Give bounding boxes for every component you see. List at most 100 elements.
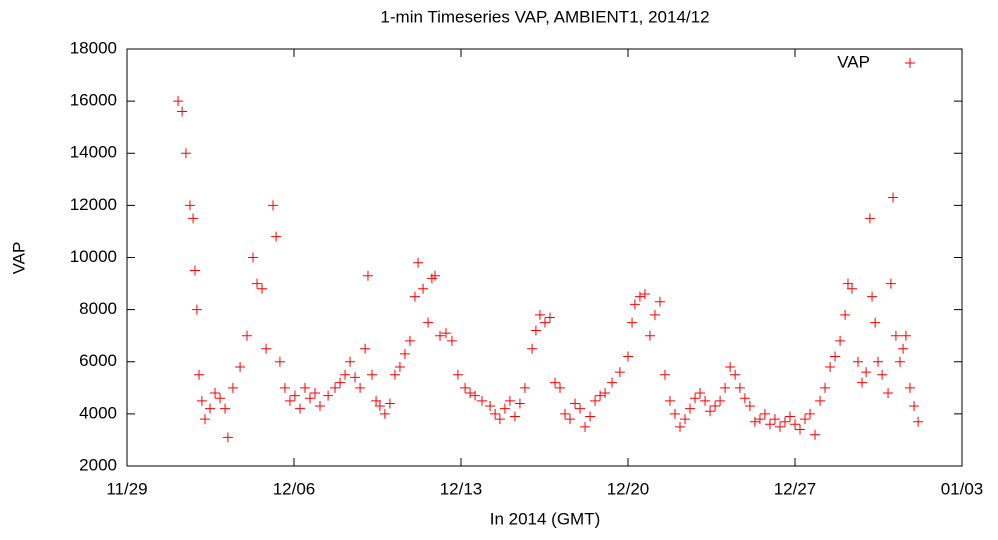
point — [544, 312, 555, 323]
point — [394, 361, 405, 372]
x-tick-label: 12/13 — [440, 479, 483, 498]
point — [867, 291, 878, 302]
point — [805, 408, 816, 419]
point — [852, 356, 863, 367]
point — [585, 411, 596, 422]
point — [323, 390, 334, 401]
point — [418, 283, 429, 294]
point — [220, 403, 231, 414]
point — [494, 414, 505, 425]
point — [565, 414, 576, 425]
point — [900, 330, 911, 341]
point — [527, 343, 538, 354]
point — [404, 335, 415, 346]
point — [384, 398, 395, 409]
point — [710, 401, 721, 412]
point — [268, 200, 279, 211]
point — [560, 408, 571, 419]
point — [340, 369, 351, 380]
point — [595, 390, 606, 401]
point — [247, 252, 258, 263]
point — [607, 377, 618, 388]
point — [499, 403, 510, 414]
y-axis-label: VAP — [9, 242, 28, 275]
point — [205, 403, 216, 414]
point — [774, 421, 785, 432]
point — [675, 421, 686, 432]
point — [534, 309, 545, 320]
point — [734, 382, 745, 393]
point — [890, 330, 901, 341]
point — [189, 265, 200, 276]
point — [861, 367, 872, 378]
point — [894, 356, 905, 367]
point — [715, 395, 726, 406]
point — [180, 148, 191, 159]
point — [345, 356, 356, 367]
point — [362, 270, 373, 281]
point — [885, 278, 896, 289]
point — [413, 257, 424, 268]
point — [409, 291, 420, 302]
point — [857, 377, 868, 388]
point — [590, 395, 601, 406]
point — [379, 408, 390, 419]
x-tick-label: 11/29 — [106, 479, 147, 498]
point — [435, 330, 446, 341]
point — [279, 382, 290, 393]
point — [870, 317, 881, 328]
point — [649, 309, 660, 320]
point — [759, 408, 770, 419]
point — [215, 393, 226, 404]
point — [627, 317, 638, 328]
point — [815, 395, 826, 406]
point — [371, 395, 382, 406]
point — [842, 278, 853, 289]
point — [570, 398, 581, 409]
legend-label: VAP — [837, 52, 870, 71]
point — [476, 395, 487, 406]
point — [825, 361, 836, 372]
point — [210, 388, 221, 399]
x-tick-label: 12/27 — [774, 479, 817, 498]
point — [191, 304, 202, 315]
y-tick-label: 18000 — [70, 38, 117, 57]
point — [898, 343, 909, 354]
point — [864, 213, 875, 224]
y-tick-label: 10000 — [70, 247, 117, 266]
point — [235, 361, 246, 372]
point — [725, 361, 736, 372]
point — [580, 421, 591, 432]
point — [614, 367, 625, 378]
point — [330, 382, 341, 393]
point — [374, 401, 385, 412]
y-tick-label: 14000 — [70, 143, 117, 162]
point — [847, 283, 858, 294]
point — [664, 395, 675, 406]
point — [634, 291, 645, 302]
y-tick-label: 16000 — [70, 91, 117, 110]
point — [575, 403, 586, 414]
point — [623, 351, 633, 362]
point — [654, 296, 665, 307]
point — [695, 388, 706, 399]
point — [429, 270, 440, 281]
point — [700, 395, 711, 406]
point — [820, 382, 831, 393]
y-tick-label: 8000 — [79, 299, 117, 318]
point — [200, 414, 211, 425]
point — [177, 106, 188, 117]
point — [350, 372, 361, 383]
point — [299, 382, 310, 393]
point — [284, 395, 295, 406]
point — [509, 411, 520, 422]
point — [304, 393, 315, 404]
point — [514, 398, 525, 409]
point — [744, 401, 755, 412]
point — [669, 408, 680, 419]
point — [389, 369, 400, 380]
point — [289, 390, 300, 401]
point — [769, 414, 780, 425]
point — [446, 335, 457, 346]
